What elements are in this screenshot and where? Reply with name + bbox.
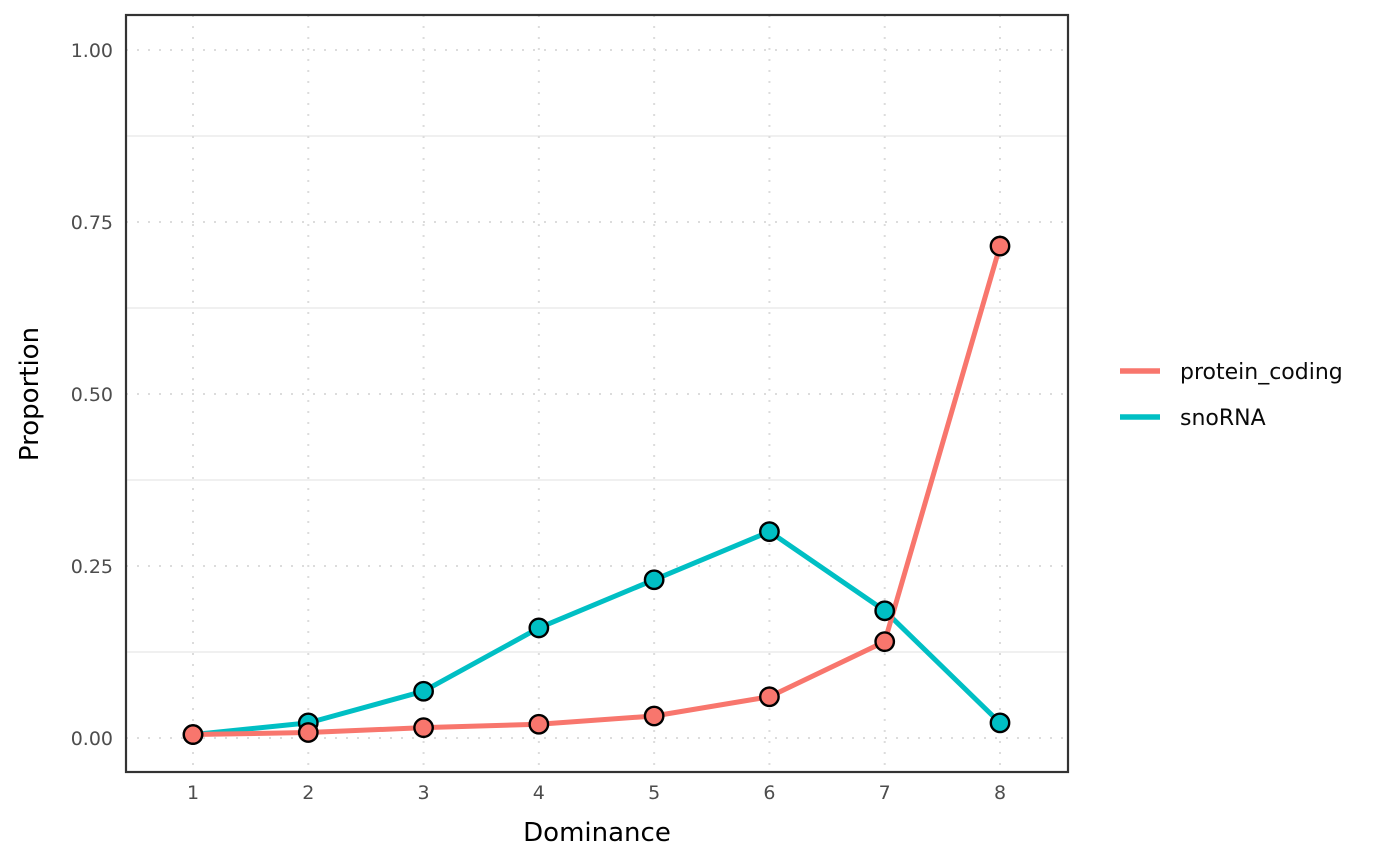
data-point-snoRNA — [413, 680, 434, 702]
y-axis-title: Proportion — [15, 327, 45, 461]
y-tick-label: 0.25 — [71, 556, 113, 578]
x-tick-label: 5 — [648, 782, 660, 804]
data-point-protein_coding — [182, 724, 204, 745]
data-point-snoRNA — [759, 521, 780, 542]
x-axis-title: Dominance — [523, 818, 671, 848]
y-tick-label: 0.00 — [71, 728, 113, 750]
legend-label-protein_coding: protein_coding — [1180, 360, 1343, 385]
legend-label-snoRNA: snoRNA — [1180, 406, 1266, 431]
data-point-snoRNA — [643, 569, 665, 591]
x-tick-label: 7 — [879, 782, 891, 804]
x-tick-label: 1 — [187, 782, 199, 804]
data-point-snoRNA — [874, 600, 896, 622]
x-tick-label: 2 — [302, 782, 314, 804]
x-tick-label: 8 — [994, 782, 1006, 804]
minor-gridlines — [126, 135, 1068, 653]
x-tick-label: 4 — [533, 782, 545, 804]
data-point-protein_coding — [413, 717, 434, 739]
y-axis-tick-labels: 0.00 0.25 0.50 0.75 1.00 — [71, 40, 113, 750]
legend: protein_coding snoRNA — [1120, 360, 1343, 431]
data-point-protein_coding — [643, 705, 665, 727]
plot-panel-background — [126, 15, 1068, 772]
data-point-protein_coding — [297, 722, 319, 743]
y-tick-label: 0.75 — [71, 212, 113, 234]
data-point-snoRNA — [989, 712, 1011, 734]
series-line-protein_coding — [192, 245, 1003, 738]
series-layer — [182, 235, 1011, 745]
x-tick-label: 6 — [763, 782, 775, 804]
data-point-protein_coding — [528, 713, 550, 735]
x-tick-label: 3 — [418, 782, 430, 804]
data-point-snoRNA — [528, 617, 550, 639]
series-line-snoRNA — [192, 529, 1002, 738]
y-tick-label: 1.00 — [71, 40, 113, 62]
data-point-protein_coding — [759, 686, 780, 708]
x-axis-tick-labels: 1 2 3 4 5 6 7 8 — [187, 782, 1006, 804]
panel-border — [124, 13, 1070, 774]
y-tick-label: 0.50 — [71, 384, 113, 406]
data-point-protein_coding — [989, 235, 1011, 257]
data-point-protein_coding — [874, 631, 896, 653]
